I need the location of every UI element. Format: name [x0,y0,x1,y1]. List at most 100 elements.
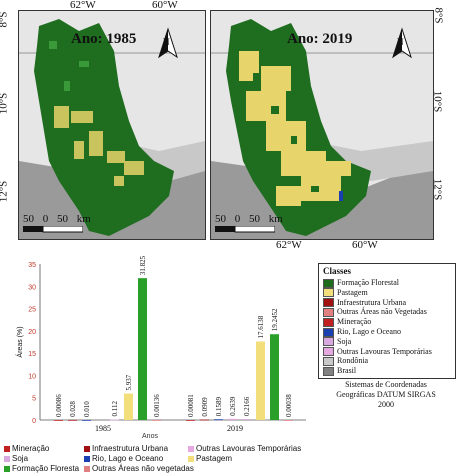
legend-item: Mineração [323,317,371,327]
coord-left-8s: 8°S [0,11,10,28]
coord-top-60w: 60°W [152,0,178,11]
bar-data-label: 0.0909 [201,397,209,417]
area-bar-chart: 0 5 10 15 20 25 30 35 Áreas (%) Anos 0.00086 0.028 0… [15,255,306,438]
chart-legend-item: Rio, Lago e Oceano [84,454,163,463]
legend-swatch [323,337,334,347]
y-tick-label: 20 [28,329,36,336]
map-2019: Ano: 2019 N 50 0 50 km [210,10,434,240]
chart-legend-swatch [188,455,194,462]
legend-label: Pastagem [337,287,368,297]
bar [124,393,133,420]
legend-label: Infraestrutura Urbana [337,297,407,307]
coord-right-10s: 10°S [431,90,444,113]
chart-legend-label: Soja [12,454,29,463]
x-tick-label: 2019 [227,424,243,433]
y-tick-label: 10 [28,373,36,380]
bar-data-label: 0.010 [83,401,91,417]
bar-data-label: 0.00086 [55,394,63,417]
scale-bar-2019: 50 0 50 km [215,213,295,235]
legend-swatch [323,308,334,318]
bar-data-label: 0.028 [69,401,77,417]
bar [214,419,223,421]
map-1985: Ano: 1985 N 50 0 50 km [18,10,206,240]
crs-text: Sistemas de Coordenadas Geográficas DATU… [318,380,454,410]
legend-swatch [323,357,334,367]
legend-label: Rondônia [337,356,369,366]
map-2019-title: Ano: 2019 [287,31,353,47]
bar-data-label: 0.1589 [215,397,223,417]
north-arrow-icon: N [155,27,181,63]
chart-legend-label: Formação Floresta [12,464,80,473]
bar [284,419,293,421]
crs-line-3: 2000 [378,400,394,409]
bar [138,278,147,420]
chart-legend-swatch [84,445,90,452]
legend-label: Outras Lavouras Temporárias [337,346,432,356]
coord-right-12s: 12°S [431,178,444,201]
chart-legend-label: Outras Áreas não vegetadas [92,464,194,473]
y-tick-label: 0 [32,418,36,425]
bar-data-label: 0.00038 [285,394,293,417]
north-arrow-label: N [163,37,170,47]
chart-legend-swatch [84,455,90,462]
legend: Classes Formação Florestal Pastagem Infrae… [318,263,456,379]
y-tick-label: 30 [28,284,36,291]
legend-item: Pastagem [323,288,368,298]
chart-legend-swatch [4,455,10,462]
legend-swatch [323,366,334,376]
chart-legend-label: Rio, Lago e Oceano [92,454,164,463]
chart-legend-label: Pastagem [196,454,233,463]
bar-data-label: 19.2452 [271,308,279,331]
legend-swatch [323,317,334,327]
y-tick-label: 15 [28,351,36,358]
y-axis-label: Áreas (%) [15,326,24,357]
chart-legend-item: Outras Áreas não vegetadas [84,464,194,473]
crs-line-1: Sistemas de Coordenadas [345,380,427,389]
scale-label-1985: 50 0 50 km [23,213,91,225]
legend-swatch [323,298,334,308]
legend-swatch [323,347,334,357]
y-tick-label: 5 [32,396,36,403]
scale-label-2019: 50 0 50 km [215,213,283,225]
legend-label: Soja [337,336,352,346]
legend-swatch [323,327,334,337]
bar-data-label: 0.00081 [187,394,195,417]
legend-item: Outras Lavouras Temporárias [323,347,432,357]
north-arrow-label-2019: N [397,37,404,47]
bar-data-label: 0.2166 [243,396,251,416]
bar [256,341,265,420]
state-region-1985 [34,19,174,236]
legend-label: Formação Florestal [337,278,399,287]
north-arrow-icon-2019: N [389,27,415,63]
bar [270,334,279,420]
legend-swatch [323,278,334,288]
crs-line-2: Geográficas DATUM SIRGAS [336,390,436,399]
bar [110,419,119,421]
coord-left-12s: 12°S [0,180,10,203]
bar-data-label: 0.2639 [229,396,237,416]
chart-legend-label: Mineração [12,444,50,453]
coord-right-8s: 8°S [432,7,445,24]
coord-bottom-62w: 62°W [276,239,302,251]
legend-title: Classes [323,266,352,276]
bar [242,419,251,420]
bar [228,418,237,420]
bar-data-label: 0.00136 [153,394,161,417]
legend-item: Formação Florestal [323,278,399,288]
bar [82,419,91,421]
chart-legend-item: Formação Floresta [4,464,79,473]
chart-legend-item: Outras Lavouras Temporárias [188,444,301,453]
chart-legend-swatch [4,445,10,452]
chart-legend-item: Soja [4,454,28,463]
chart-legend-label: Infraestrutura Urbana [92,444,169,453]
chart-legend-item: Infraestrutura Urbana [84,444,168,453]
legend-label: Brasil [337,366,357,376]
bar-data-label: 0.112 [111,401,119,417]
coord-left-10s: 10°S [0,92,10,115]
bar-data-label: 31.825 [139,255,147,275]
legend-label: Rio, Lago e Oceano [337,327,401,336]
x-axis-label: Anos [142,433,158,438]
chart-legend-item: Pastagem [188,454,232,463]
legend-label: Outras Áreas não Vegetadas [337,307,427,317]
bar [54,419,63,421]
